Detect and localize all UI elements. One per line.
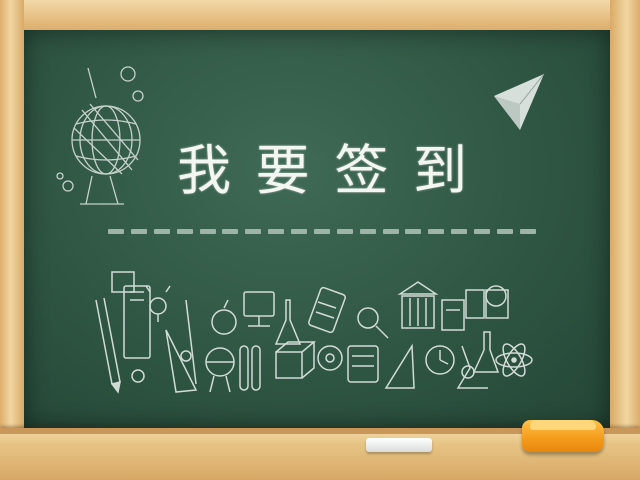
page-title: 我 要 签 到	[172, 120, 472, 210]
title-char-1: 我	[177, 138, 231, 202]
title-char-2: 要	[255, 138, 310, 202]
chalk-icon	[366, 438, 432, 452]
school-supplies-doodle-icon	[95, 271, 533, 394]
frame-left-rail	[0, 0, 24, 480]
chalk-dashed-underline	[108, 229, 536, 237]
title-char-3: 签	[334, 138, 389, 202]
frame-top-rail	[0, 0, 640, 30]
globe-icon	[56, 66, 144, 205]
chalk-ledge-lip	[0, 428, 640, 434]
paper-plane-icon	[494, 73, 545, 130]
title-char-4: 到	[412, 138, 467, 202]
frame-right-rail	[610, 0, 640, 480]
eraser-top-highlight	[530, 420, 596, 430]
